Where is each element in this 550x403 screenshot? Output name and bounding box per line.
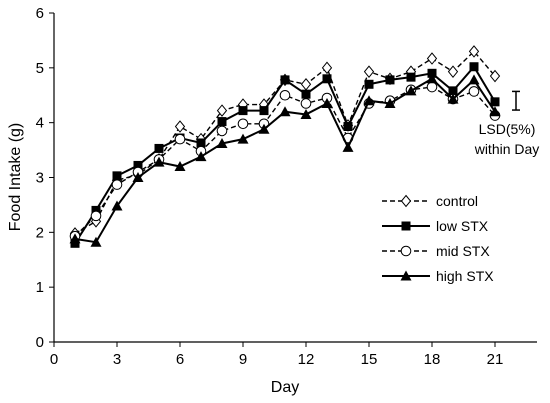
data-point <box>259 106 269 116</box>
y-axis-title: Food Intake (g) <box>7 123 24 232</box>
y-tick-label: 1 <box>36 279 44 296</box>
data-point <box>468 86 480 97</box>
legend-label: low STX <box>436 218 489 234</box>
data-point <box>132 172 144 182</box>
data-point <box>447 93 459 104</box>
data-point <box>426 81 438 93</box>
x-axis-title: Day <box>271 379 299 396</box>
legend: control low STX mid STX high STX <box>382 193 494 284</box>
legend-marker <box>400 270 412 281</box>
data-point <box>364 79 374 89</box>
data-point <box>448 86 458 96</box>
y-tick-label: 4 <box>36 115 44 132</box>
data-point <box>237 118 249 130</box>
data-point <box>468 74 480 85</box>
y-tick-label: 5 <box>36 60 44 77</box>
data-point <box>111 179 123 190</box>
series-line <box>74 86 496 237</box>
series-high-stx <box>69 73 501 247</box>
y-tick-label: 2 <box>36 224 44 241</box>
data-point <box>111 200 123 211</box>
data-point <box>321 61 333 75</box>
lsd-error-bar <box>512 90 520 111</box>
data-point <box>490 97 500 107</box>
data-point <box>174 133 186 145</box>
data-point <box>363 65 375 78</box>
x-tick-label: 3 <box>113 351 121 368</box>
legend-label: control <box>436 193 478 209</box>
data-point <box>384 97 396 108</box>
y-tick-label: 6 <box>36 5 44 22</box>
data-point <box>426 73 438 84</box>
lsd-label-line2: within Day <box>474 141 540 157</box>
data-point <box>343 122 353 132</box>
data-point <box>300 98 312 109</box>
legend-marker <box>400 194 412 208</box>
x-tick-label: 6 <box>176 351 184 368</box>
x-tick-label: 12 <box>298 351 315 368</box>
data-point <box>300 108 312 119</box>
legend-entry: mid STX <box>382 243 490 259</box>
data-point <box>489 69 501 83</box>
data-point <box>90 236 102 247</box>
legend-label: high STX <box>436 268 494 284</box>
data-point <box>469 62 479 72</box>
x-tick-label: 15 <box>361 351 378 368</box>
y-tick-label: 3 <box>36 170 44 187</box>
data-point <box>321 97 333 108</box>
series-line <box>74 77 496 244</box>
legend-marker <box>400 245 412 257</box>
data-point <box>217 117 227 127</box>
data-point <box>237 133 249 144</box>
data-point <box>468 45 480 58</box>
legend-entry: high STX <box>382 268 494 284</box>
data-point <box>300 77 312 91</box>
data-point <box>363 95 375 106</box>
data-point <box>174 161 186 172</box>
data-point <box>216 104 228 117</box>
data-point <box>196 138 206 148</box>
x-tick-label: 18 <box>424 351 441 368</box>
lsd-label-line1: LSD(5%) <box>479 121 536 137</box>
data-point <box>406 72 416 82</box>
x-tick-label: 21 <box>487 351 504 368</box>
y-tick-label: 0 <box>36 334 44 351</box>
data-point <box>91 205 101 215</box>
x-tick-label: 9 <box>239 351 247 368</box>
x-tick-label: 0 <box>50 351 58 368</box>
data-point <box>90 210 102 222</box>
data-point <box>279 106 291 117</box>
data-point <box>301 89 311 99</box>
data-point <box>405 85 417 96</box>
data-point <box>258 123 270 134</box>
series-low-stx <box>70 62 500 248</box>
data-point <box>238 106 248 116</box>
legend-entry: low STX <box>382 218 489 234</box>
data-point <box>133 160 143 170</box>
data-point <box>447 65 459 78</box>
data-point <box>153 156 165 167</box>
data-point <box>342 141 354 152</box>
legend-marker <box>401 221 411 231</box>
data-point <box>154 143 164 153</box>
data-point <box>195 151 207 162</box>
legend-label: mid STX <box>436 243 490 259</box>
x-axis: 0 3 6 9 12 15 18 21 <box>50 341 537 368</box>
data-point <box>216 138 228 149</box>
legend-entry: control <box>382 193 478 209</box>
data-point <box>280 75 290 85</box>
data-point <box>385 75 395 85</box>
data-point <box>69 233 81 244</box>
data-point <box>322 74 332 84</box>
data-point <box>279 89 291 101</box>
data-point <box>489 106 501 117</box>
data-point <box>174 120 186 133</box>
data-point <box>426 52 438 65</box>
series-layer <box>69 45 501 248</box>
y-axis: 0 1 2 3 4 5 6 <box>36 5 55 351</box>
data-point <box>216 125 228 137</box>
data-point <box>112 171 122 181</box>
